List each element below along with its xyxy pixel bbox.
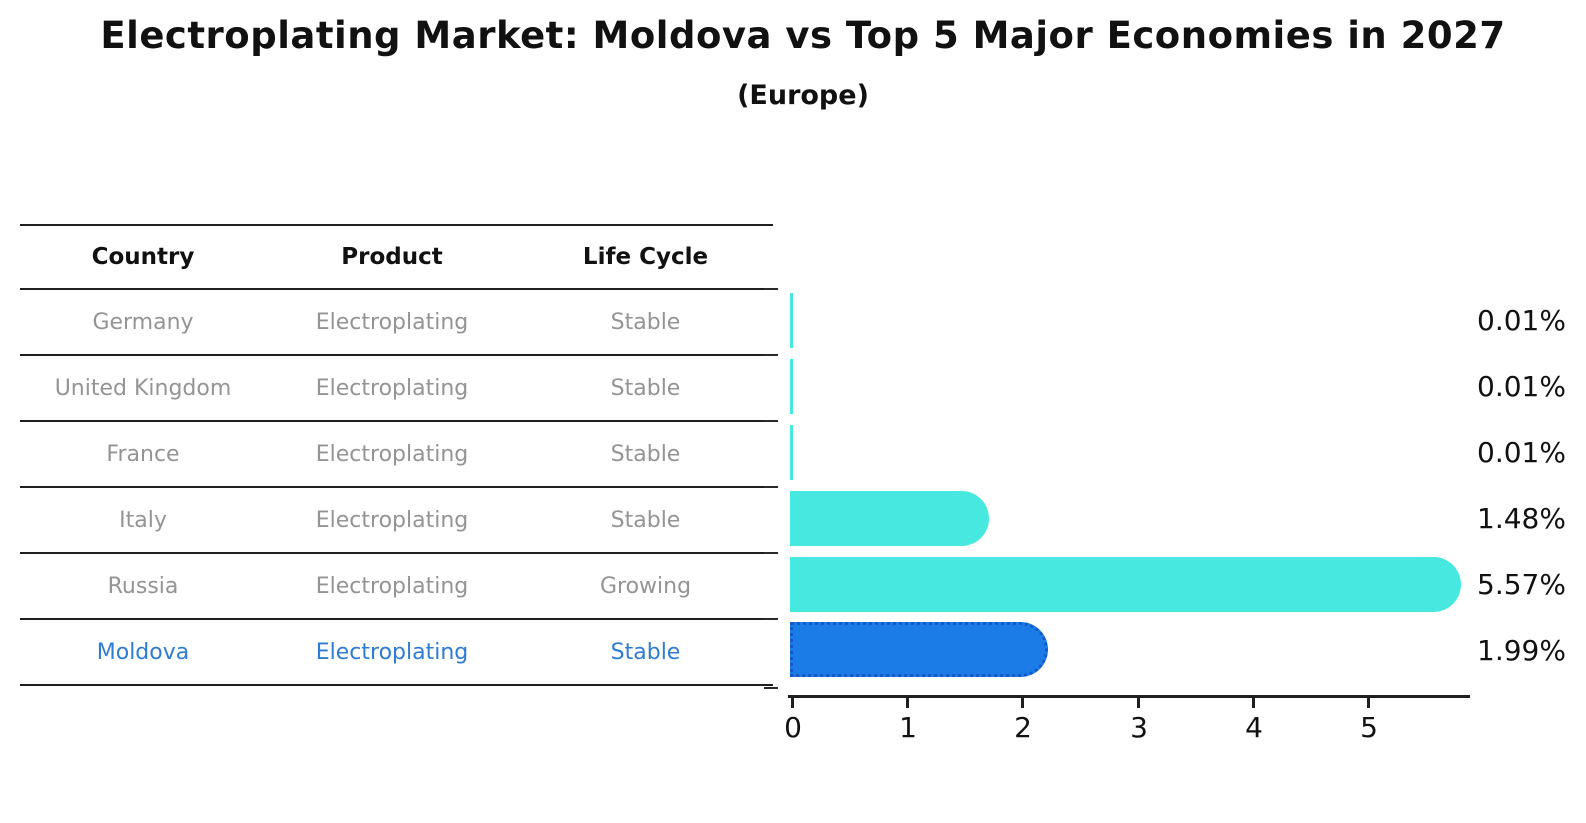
bar-russia (790, 557, 1461, 612)
y-tick (764, 552, 778, 554)
value-label-germany: 0.01% (1477, 304, 1566, 337)
x-tick (1252, 698, 1255, 708)
table-row-moldova: Moldova Electroplating Stable (20, 620, 773, 686)
table-row-italy: Italy Electroplating Stable (20, 488, 773, 554)
country-cell: France (106, 441, 180, 467)
x-tick (906, 698, 909, 708)
bar-moldova (790, 622, 1048, 677)
value-label-italy: 1.48% (1477, 502, 1566, 535)
table-row-united-kingdom: United Kingdom Electroplating Stable (20, 356, 773, 422)
table-header-row: Country Product Life Cycle (20, 226, 773, 290)
bar-united-kingdom (790, 359, 793, 414)
country-table: Country Product Life Cycle Germany Elect… (20, 224, 773, 686)
column-header-product: Product (341, 244, 443, 270)
column-header-lifecycle: Life Cycle (582, 244, 709, 270)
lifecycle-cell: Growing (599, 573, 692, 599)
y-tick (764, 687, 778, 689)
column-header-country: Country (91, 244, 195, 270)
country-cell: Germany (92, 309, 194, 335)
x-tick-label-2: 2 (1014, 711, 1032, 744)
country-cell: Italy (119, 507, 167, 533)
chart-subtitle: (Europe) (737, 80, 869, 111)
x-tick-label-1: 1 (899, 711, 917, 744)
x-tick (1137, 698, 1140, 708)
y-tick (764, 618, 778, 620)
bar-germany (790, 293, 793, 348)
country-cell: Russia (107, 573, 179, 599)
product-cell: Electroplating (315, 309, 469, 335)
value-label-united-kingdom: 0.01% (1477, 370, 1566, 403)
value-label-france: 0.01% (1477, 436, 1566, 469)
product-cell: Electroplating (315, 375, 469, 401)
x-tick-label-3: 3 (1130, 711, 1148, 744)
x-tick (1367, 698, 1370, 708)
x-tick-label-5: 5 (1360, 711, 1378, 744)
table-row-russia: Russia Electroplating Growing (20, 554, 773, 620)
lifecycle-cell: Stable (610, 507, 681, 533)
y-tick (764, 288, 778, 290)
lifecycle-cell: Stable (610, 441, 681, 467)
value-label-moldova: 1.99% (1477, 634, 1566, 667)
country-cell: United Kingdom (54, 375, 232, 401)
product-cell: Electroplating (315, 441, 469, 467)
x-tick-label-4: 4 (1245, 711, 1263, 744)
product-cell: Electroplating (315, 573, 469, 599)
lifecycle-cell: Stable (610, 375, 681, 401)
lifecycle-cell: Stable (610, 639, 681, 665)
bar-italy (790, 491, 989, 546)
product-cell: Electroplating (315, 507, 469, 533)
y-tick (764, 354, 778, 356)
y-tick (764, 486, 778, 488)
value-label-russia: 5.57% (1477, 568, 1566, 601)
chart-title: Electroplating Market: Moldova vs Top 5 … (100, 14, 1506, 57)
bar-france (790, 425, 793, 480)
product-cell: Electroplating (315, 639, 469, 665)
table-row-france: France Electroplating Stable (20, 422, 773, 488)
x-tick (791, 698, 794, 708)
table-row-germany: Germany Electroplating Stable (20, 290, 773, 356)
x-tick (1021, 698, 1024, 708)
country-cell: Moldova (96, 639, 190, 665)
lifecycle-cell: Stable (610, 309, 681, 335)
x-tick-label-0: 0 (784, 711, 802, 744)
x-axis (788, 695, 1470, 698)
y-tick (764, 420, 778, 422)
